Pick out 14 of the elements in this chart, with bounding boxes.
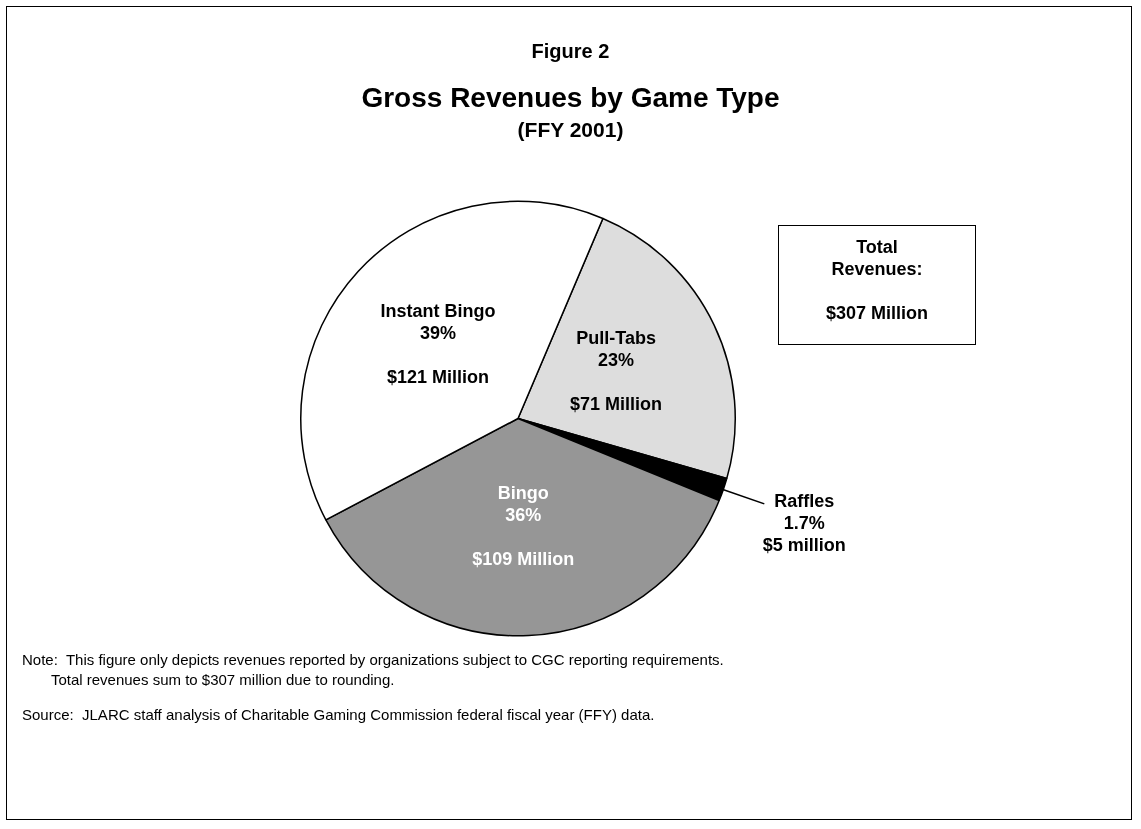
caption: Figure 2 bbox=[530, 40, 611, 63]
data-label: 1.7% $5 million bbox=[762, 512, 846, 555]
chart-subtitle: (FFY 2001) bbox=[516, 118, 625, 142]
text: 36% $109 Million bbox=[472, 504, 575, 569]
slice-label: Raffles bbox=[774, 490, 835, 511]
text: Note: This figure only depicts revenues reported by organizations subject to CGC reporting requirements. Total revenues sum to $307 million due to rounding. bbox=[22, 650, 724, 690]
text: 23% $71 Million bbox=[570, 349, 663, 414]
slice-label: Pull-Tabs bbox=[576, 327, 656, 348]
text: 39% $121 Million bbox=[387, 322, 490, 387]
chart-title: Gross Revenues by Game Type bbox=[360, 82, 781, 114]
slice-label: Bingo bbox=[497, 482, 549, 503]
slice-label: Instant Bingo bbox=[380, 300, 496, 321]
source-note: Source: JLARC staff analysis of Charitable Gaming Commission federal fiscal year (FFY) data. bbox=[22, 705, 655, 725]
text: Total Revenues: $307 Million bbox=[825, 237, 929, 323]
